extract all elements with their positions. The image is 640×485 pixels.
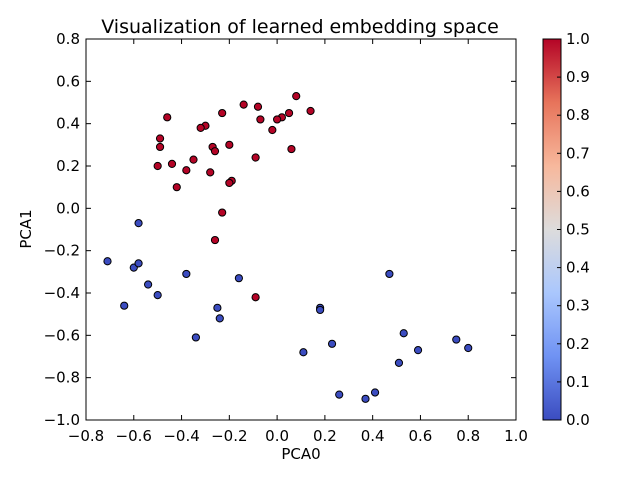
- x-tick-label: 1.0: [504, 427, 528, 445]
- colorbar-tick-label: 0.7: [566, 144, 590, 162]
- scatter-point: [153, 161, 162, 171]
- scatter-point: [394, 358, 404, 367]
- y-tick-label: −0.4: [44, 284, 80, 302]
- colorbar-tick-label: 0.6: [566, 182, 590, 200]
- colorbar-tick-label: 0.2: [566, 335, 590, 353]
- chart-title: Visualization of learned embedding space: [101, 16, 499, 38]
- colorbar-tick-label: 0.4: [566, 259, 590, 277]
- scatter-point: [335, 390, 344, 399]
- colorbar-tick-label: 0.5: [566, 221, 590, 239]
- x-tick-label: 0.4: [361, 427, 385, 445]
- scatter-point: [225, 178, 234, 188]
- scatter-point: [120, 301, 129, 310]
- scatter-point: [256, 115, 265, 124]
- y-tick-label: −0.8: [44, 369, 80, 387]
- x-tick-label: −0.6: [116, 427, 152, 445]
- scatter-point: [287, 144, 296, 154]
- scatter-point: [189, 155, 198, 164]
- y-tick-label: 0.6: [56, 72, 80, 90]
- scatter-point: [153, 291, 162, 300]
- colorbar-tick-label: 0.1: [566, 373, 590, 391]
- scatter-point: [399, 329, 408, 338]
- scatter-point: [144, 280, 153, 289]
- scatter-point: [210, 235, 220, 245]
- scatter-point: [182, 166, 191, 175]
- scatter-point: [103, 257, 112, 266]
- x-axis-ticks: −0.8 −0.6 −0.4 −0.2 0.0 0.2 0.4 0.6 0.8 1.0: [68, 39, 528, 445]
- scatter-points: [103, 92, 473, 403]
- scatter-point: [316, 305, 325, 315]
- scatter-point: [196, 123, 205, 133]
- scatter-point: [218, 208, 227, 217]
- scatter-point: [273, 115, 282, 124]
- scatter-point: [182, 269, 191, 279]
- x-tick-label: 0.0: [265, 427, 289, 445]
- colorbar-tick-label: 0.0: [566, 411, 590, 429]
- scatter-point: [361, 394, 370, 403]
- colorbar-ticks: 0.0 0.1 0.2 0.3 0.4 0.5 0.6 0.7 0.8 0.9 1.0: [557, 30, 590, 429]
- y-tick-label: 0.4: [56, 115, 80, 133]
- scatter-point: [306, 106, 315, 116]
- scatter-point: [215, 314, 224, 323]
- scatter-point: [163, 113, 172, 122]
- y-axis-ticks: −1.0 −0.8 −0.6 −0.4 −0.2 0.0 0.2 0.4 0.6 0.8: [44, 30, 516, 429]
- y-tick-label: −0.2: [44, 242, 80, 260]
- colorbar-tick-label: 0.8: [566, 106, 590, 124]
- scatter-point: [251, 293, 260, 302]
- scatter-point: [155, 142, 165, 152]
- x-tick-label: −0.4: [163, 427, 199, 445]
- scatter-point: [167, 159, 177, 168]
- scatter-point: [225, 140, 234, 149]
- scatter-point: [172, 183, 181, 192]
- y-tick-label: −1.0: [44, 411, 80, 429]
- y-tick-label: 0.8: [56, 30, 80, 48]
- scatter-point: [239, 100, 248, 109]
- scatter-point: [218, 108, 227, 118]
- scatter-point: [213, 303, 222, 312]
- x-tick-label: 0.6: [409, 427, 433, 445]
- scatter-point: [370, 388, 380, 397]
- scatter-point: [234, 274, 243, 283]
- scatter-point: [327, 339, 337, 348]
- colorbar-tick-label: 1.0: [566, 30, 590, 48]
- y-tick-label: 0.2: [56, 157, 80, 175]
- scatter-point: [284, 108, 294, 118]
- scatter-point: [452, 335, 461, 344]
- scatter-point: [134, 219, 143, 228]
- scatter-point: [134, 259, 143, 268]
- plot-area: [85, 38, 517, 421]
- x-tick-label: −0.2: [211, 427, 247, 445]
- scatter-point: [413, 346, 423, 355]
- scatter-point: [210, 147, 220, 156]
- scatter-point: [155, 134, 165, 143]
- y-tick-label: −0.6: [44, 326, 80, 344]
- scatter-point: [251, 153, 260, 162]
- y-tick-label: 0.0: [56, 199, 80, 217]
- colorbar-tick-label: 0.9: [566, 68, 590, 86]
- colorbar-tick-label: 0.3: [566, 297, 590, 315]
- scatter-point: [253, 102, 263, 111]
- scatter-point: [191, 333, 200, 342]
- x-tick-label: 0.8: [456, 427, 480, 445]
- scatter-point: [385, 269, 394, 279]
- y-axis-label: PCA1: [17, 209, 35, 248]
- scatter-point: [292, 92, 301, 101]
- scatter-point: [464, 343, 473, 353]
- scatter-point: [268, 125, 277, 135]
- scatter-point: [299, 348, 308, 357]
- scatter-point: [206, 168, 215, 177]
- x-tick-label: 0.2: [313, 427, 337, 445]
- x-axis-label: PCA0: [281, 445, 320, 463]
- x-tick-label: −0.8: [68, 427, 104, 445]
